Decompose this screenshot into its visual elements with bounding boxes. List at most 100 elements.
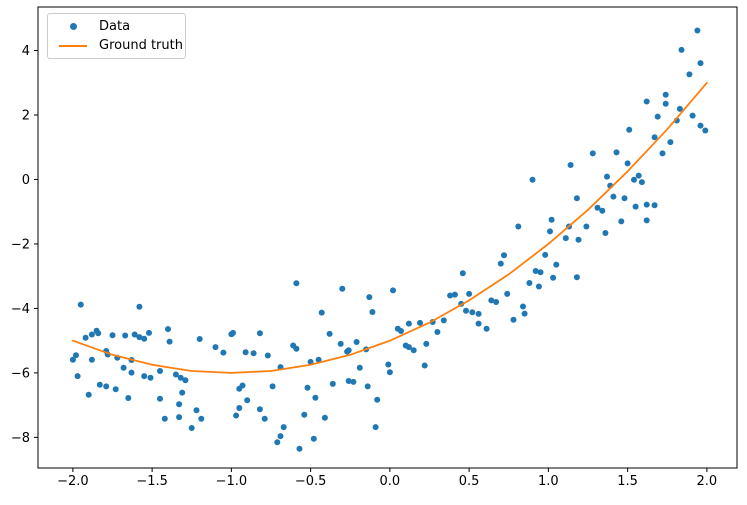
data-point [165,326,171,333]
data-point [366,294,373,301]
data-point [537,269,544,276]
data-point [198,415,205,422]
data-point [374,396,381,403]
data-point [405,320,412,327]
data-point [469,309,476,316]
x-tick-label: −1.5 [136,474,168,489]
data-point [244,397,251,404]
data-point [697,122,704,129]
data-point [385,361,392,368]
data-point [339,285,346,292]
data-point [310,435,317,442]
data-point [702,127,709,134]
data-point [423,340,430,347]
x-tick-label: 2.0 [697,474,718,489]
data-point [678,46,685,53]
data-point [329,380,336,387]
data-point [621,195,628,202]
data-point [353,339,360,345]
data-point [475,320,482,327]
data-point [239,382,246,389]
data-point [624,160,631,167]
data-point [493,299,500,305]
y-tick-label: −2 [11,237,30,252]
data-point [264,352,271,359]
data-point [562,235,569,242]
data-point [82,334,89,341]
data-point [583,223,590,230]
data-point [594,204,601,211]
data-point [643,217,650,224]
data-point [277,433,284,440]
data-point [659,150,666,157]
data-point [318,309,325,316]
data-point [573,274,580,281]
legend-item-ground-truth: Ground truth [54,36,185,55]
data-point [77,301,84,308]
data-point [131,331,138,338]
data-point [256,330,263,337]
x-tick-label: −1.0 [216,474,248,489]
data-point [88,331,95,338]
data-point [604,173,610,180]
data-point [515,223,522,230]
data-point [364,383,371,390]
data-point [315,356,322,363]
data-point [120,364,127,371]
data-point [372,424,379,431]
data-point [599,207,606,214]
legend-label-ground-truth: Ground truth [99,38,183,53]
data-point [434,329,441,335]
data-point [483,325,490,332]
data-point [553,261,560,268]
data-point [488,297,495,304]
data-point [410,347,417,354]
data-point [161,415,168,422]
data-point [261,415,268,422]
data-point [532,268,539,274]
data-point [643,98,650,105]
data-point [73,352,79,359]
data-point [510,316,517,323]
data-point [676,105,683,112]
data-point [654,113,661,120]
data-point [451,291,458,298]
data-point [520,303,526,310]
data-point [345,347,352,354]
data-point [293,280,300,287]
data-point [321,414,328,421]
data-point [501,252,507,259]
data-point [369,309,376,315]
x-tick-label: 1.5 [617,474,638,489]
data-point [242,349,249,356]
y-tick-label: 0 [22,173,30,188]
data-point [179,389,186,396]
data-point [147,374,154,381]
data-point [293,345,300,352]
data-point [85,391,92,398]
data-point [312,394,319,401]
data-point [417,319,423,326]
data-point [146,329,152,336]
data-point [177,374,184,381]
data-point [547,228,553,235]
x-tick-label: 0.0 [380,474,401,489]
data-point [386,369,393,376]
data-point [602,230,609,236]
ground-truth-line-icon [59,44,87,47]
data-point [475,310,482,317]
data-point [421,362,428,369]
data-point [526,280,533,286]
data-point [112,386,119,393]
data-point [390,287,396,294]
data-point [125,395,132,401]
data-point [233,412,240,419]
plot-frame [37,6,738,469]
data-point [188,425,195,431]
data-point [567,162,574,168]
y-tick-label: 4 [22,44,30,59]
data-point [529,176,536,183]
y-tick-label: −8 [11,431,30,446]
data-point [697,60,704,67]
